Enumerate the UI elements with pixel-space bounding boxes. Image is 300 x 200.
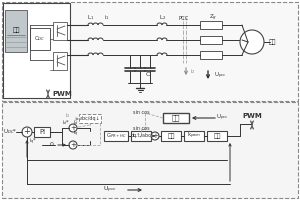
Text: U$_{DC}$*: U$_{DC}$* bbox=[3, 128, 17, 136]
Bar bbox=[79, 114, 101, 123]
Text: i$_q$: i$_q$ bbox=[73, 129, 79, 139]
Bar bbox=[53, 22, 67, 40]
Text: i$_2$: i$_2$ bbox=[65, 112, 71, 120]
Circle shape bbox=[240, 30, 264, 54]
Text: i$_1$: i$_1$ bbox=[104, 14, 110, 22]
Circle shape bbox=[22, 127, 32, 137]
Text: sin cos: sin cos bbox=[133, 127, 149, 132]
Circle shape bbox=[151, 132, 159, 140]
Text: PWM: PWM bbox=[242, 113, 262, 119]
Bar bbox=[3, 3, 70, 98]
Bar bbox=[163, 113, 189, 123]
Bar bbox=[131, 131, 151, 141]
Text: i$_d$*: i$_d$* bbox=[62, 119, 70, 127]
Text: 延时: 延时 bbox=[167, 133, 175, 139]
Bar bbox=[30, 28, 50, 50]
Bar bbox=[2, 102, 298, 198]
Text: +: + bbox=[152, 133, 158, 139]
Bar bbox=[104, 131, 128, 141]
Text: U$_{pcc}$: U$_{pcc}$ bbox=[103, 185, 117, 195]
Text: i$_d$: i$_d$ bbox=[73, 119, 79, 127]
Text: k$_{pwm}$: k$_{pwm}$ bbox=[187, 131, 201, 141]
Text: U$_{pcc}$: U$_{pcc}$ bbox=[214, 71, 226, 81]
Bar bbox=[200, 36, 222, 44]
Circle shape bbox=[69, 141, 77, 149]
Text: +: + bbox=[70, 125, 76, 131]
Bar bbox=[207, 131, 227, 141]
Bar bbox=[161, 131, 181, 141]
Circle shape bbox=[69, 124, 77, 132]
Text: G$_{PR+HC}$: G$_{PR+HC}$ bbox=[106, 132, 126, 140]
Text: dq↑/abc: dq↑/abc bbox=[130, 134, 152, 138]
Text: Z$_g$: Z$_g$ bbox=[209, 13, 217, 23]
Bar bbox=[200, 21, 222, 29]
Bar bbox=[53, 52, 67, 70]
Text: L$_2$: L$_2$ bbox=[159, 14, 167, 22]
Text: L$_1$: L$_1$ bbox=[87, 14, 94, 22]
Text: PCC: PCC bbox=[179, 16, 189, 21]
Text: U$_{pcc}$: U$_{pcc}$ bbox=[216, 113, 228, 123]
Text: sin cos: sin cos bbox=[133, 110, 149, 116]
Text: +: + bbox=[70, 142, 76, 148]
Text: i$_2$: i$_2$ bbox=[190, 68, 196, 76]
Bar bbox=[2, 2, 298, 101]
Text: 电网: 电网 bbox=[268, 39, 276, 45]
Text: 0: 0 bbox=[50, 142, 54, 148]
Text: PI: PI bbox=[39, 129, 45, 135]
Text: i$_q$*: i$_q$* bbox=[29, 137, 37, 147]
Text: abc/dq↓: abc/dq↓ bbox=[80, 116, 100, 121]
Text: +: + bbox=[24, 128, 30, 136]
Bar bbox=[34, 127, 50, 137]
Text: 锁相: 锁相 bbox=[172, 115, 180, 121]
Bar bbox=[200, 51, 222, 59]
Text: C: C bbox=[146, 72, 150, 76]
Bar bbox=[184, 131, 204, 141]
Text: 光伏: 光伏 bbox=[12, 27, 20, 33]
Bar bbox=[5, 10, 27, 52]
Text: C$_{{DC}}$: C$_{{DC}}$ bbox=[34, 35, 46, 43]
Text: PWM: PWM bbox=[52, 91, 72, 97]
Text: 调制: 调制 bbox=[213, 133, 221, 139]
